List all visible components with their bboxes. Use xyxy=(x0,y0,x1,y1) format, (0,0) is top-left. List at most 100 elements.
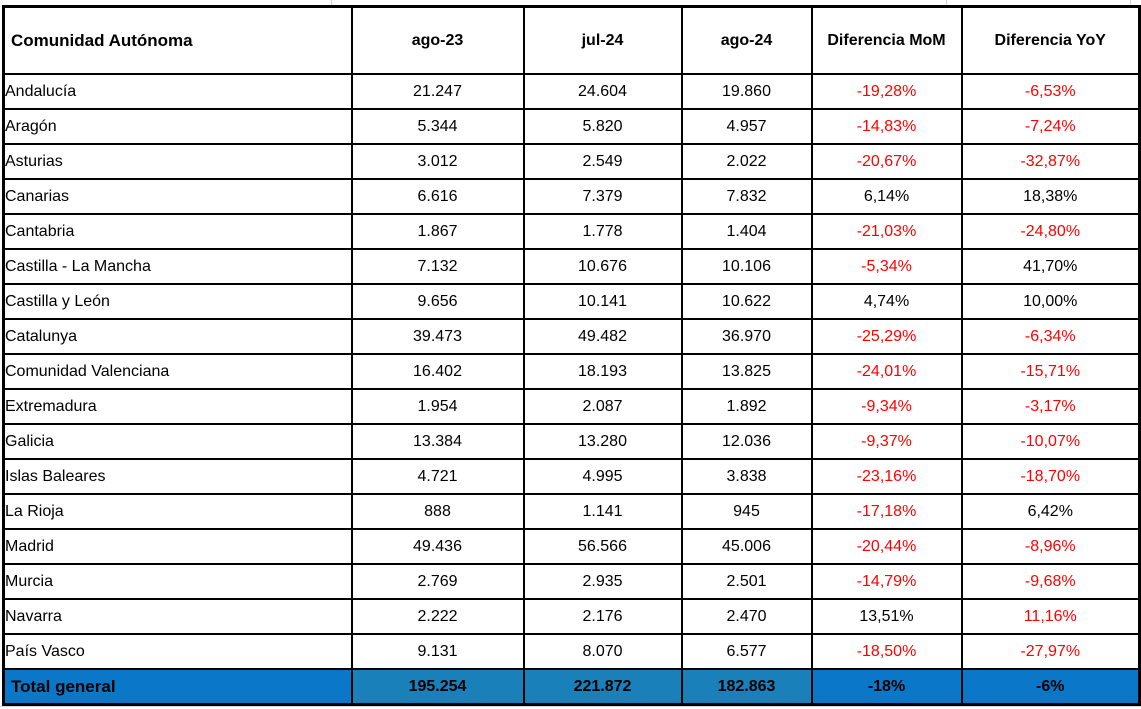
value-cell[interactable]: 2.222 xyxy=(350,598,525,635)
header-jul24[interactable]: jul-24 xyxy=(522,5,683,75)
value-cell[interactable]: 1.954 xyxy=(350,388,525,425)
value-cell[interactable]: 8.070 xyxy=(522,633,683,670)
mom-cell[interactable]: -19,28% xyxy=(810,73,963,110)
value-cell[interactable]: 10.676 xyxy=(522,248,683,285)
yoy-cell[interactable]: 41,70% xyxy=(960,248,1141,285)
yoy-cell[interactable]: -7,24% xyxy=(960,108,1141,145)
yoy-cell[interactable]: 6,42% xyxy=(960,493,1141,530)
value-cell[interactable]: 10.141 xyxy=(522,283,683,320)
total-label-cell[interactable]: Total general xyxy=(2,668,353,706)
region-cell[interactable]: Andalucía xyxy=(2,73,353,110)
value-cell[interactable]: 2.176 xyxy=(522,598,683,635)
yoy-cell[interactable]: -18,70% xyxy=(960,458,1141,495)
region-cell[interactable]: La Rioja xyxy=(2,493,353,530)
value-cell[interactable]: 13.280 xyxy=(522,423,683,460)
region-cell[interactable]: Comunidad Valenciana xyxy=(2,353,353,390)
region-cell[interactable]: Castilla y León xyxy=(2,283,353,320)
value-cell[interactable]: 39.473 xyxy=(350,318,525,355)
value-cell[interactable]: 2.501 xyxy=(680,563,813,600)
total-jul24-cell[interactable]: 221.872 xyxy=(522,668,683,706)
value-cell[interactable]: 2.935 xyxy=(522,563,683,600)
region-cell[interactable]: Catalunya xyxy=(2,318,353,355)
value-cell[interactable]: 10.622 xyxy=(680,283,813,320)
total-ago24-cell[interactable]: 182.863 xyxy=(680,668,813,706)
total-ago23-cell[interactable]: 195.254 xyxy=(350,668,525,706)
region-cell[interactable]: Navarra xyxy=(2,598,353,635)
region-cell[interactable]: Aragón xyxy=(2,108,353,145)
region-cell[interactable]: Canarias xyxy=(2,178,353,215)
value-cell[interactable]: 1.867 xyxy=(350,213,525,250)
yoy-cell[interactable]: -24,80% xyxy=(960,213,1141,250)
header-region[interactable]: Comunidad Autónoma xyxy=(2,5,353,75)
yoy-cell[interactable]: -10,07% xyxy=(960,423,1141,460)
value-cell[interactable]: 2.022 xyxy=(680,143,813,180)
value-cell[interactable]: 2.769 xyxy=(350,563,525,600)
value-cell[interactable]: 4.721 xyxy=(350,458,525,495)
value-cell[interactable]: 4.957 xyxy=(680,108,813,145)
yoy-cell[interactable]: -9,68% xyxy=(960,563,1141,600)
mom-cell[interactable]: 6,14% xyxy=(810,178,963,215)
yoy-cell[interactable]: -3,17% xyxy=(960,388,1141,425)
value-cell[interactable]: 9.131 xyxy=(350,633,525,670)
value-cell[interactable]: 3.838 xyxy=(680,458,813,495)
value-cell[interactable]: 10.106 xyxy=(680,248,813,285)
value-cell[interactable]: 2.470 xyxy=(680,598,813,635)
mom-cell[interactable]: -14,79% xyxy=(810,563,963,600)
mom-cell[interactable]: -24,01% xyxy=(810,353,963,390)
mom-cell[interactable]: -17,18% xyxy=(810,493,963,530)
value-cell[interactable]: 6.577 xyxy=(680,633,813,670)
value-cell[interactable]: 19.860 xyxy=(680,73,813,110)
mom-cell[interactable]: -21,03% xyxy=(810,213,963,250)
header-ago24[interactable]: ago-24 xyxy=(680,5,813,75)
yoy-cell[interactable]: -8,96% xyxy=(960,528,1141,565)
region-cell[interactable]: País Vasco xyxy=(2,633,353,670)
value-cell[interactable]: 3.012 xyxy=(350,143,525,180)
yoy-cell[interactable]: 10,00% xyxy=(960,283,1141,320)
mom-cell[interactable]: 13,51% xyxy=(810,598,963,635)
value-cell[interactable]: 49.436 xyxy=(350,528,525,565)
region-cell[interactable]: Extremadura xyxy=(2,388,353,425)
yoy-cell[interactable]: 18,38% xyxy=(960,178,1141,215)
mom-cell[interactable]: 4,74% xyxy=(810,283,963,320)
header-ago23[interactable]: ago-23 xyxy=(350,5,525,75)
mom-cell[interactable]: -9,34% xyxy=(810,388,963,425)
value-cell[interactable]: 2.087 xyxy=(522,388,683,425)
yoy-cell[interactable]: -27,97% xyxy=(960,633,1141,670)
value-cell[interactable]: 49.482 xyxy=(522,318,683,355)
mom-cell[interactable]: -18,50% xyxy=(810,633,963,670)
value-cell[interactable]: 36.970 xyxy=(680,318,813,355)
mom-cell[interactable]: -9,37% xyxy=(810,423,963,460)
value-cell[interactable]: 13.384 xyxy=(350,423,525,460)
region-cell[interactable]: Asturias xyxy=(2,143,353,180)
mom-cell[interactable]: -14,83% xyxy=(810,108,963,145)
value-cell[interactable]: 1.778 xyxy=(522,213,683,250)
mom-cell[interactable]: -23,16% xyxy=(810,458,963,495)
yoy-cell[interactable]: -6,34% xyxy=(960,318,1141,355)
value-cell[interactable]: 6.616 xyxy=(350,178,525,215)
total-yoy-cell[interactable]: -6% xyxy=(960,668,1141,706)
value-cell[interactable]: 24.604 xyxy=(522,73,683,110)
value-cell[interactable]: 5.820 xyxy=(522,108,683,145)
region-cell[interactable]: Islas Baleares xyxy=(2,458,353,495)
value-cell[interactable]: 2.549 xyxy=(522,143,683,180)
value-cell[interactable]: 7.379 xyxy=(522,178,683,215)
value-cell[interactable]: 9.656 xyxy=(350,283,525,320)
value-cell[interactable]: 7.132 xyxy=(350,248,525,285)
yoy-cell[interactable]: -15,71% xyxy=(960,353,1141,390)
mom-cell[interactable]: -20,67% xyxy=(810,143,963,180)
region-cell[interactable]: Madrid xyxy=(2,528,353,565)
value-cell[interactable]: 56.566 xyxy=(522,528,683,565)
header-diferencia-mom[interactable]: Diferencia MoM xyxy=(810,5,963,75)
value-cell[interactable]: 7.832 xyxy=(680,178,813,215)
value-cell[interactable]: 45.006 xyxy=(680,528,813,565)
yoy-cell[interactable]: -32,87% xyxy=(960,143,1141,180)
total-mom-cell[interactable]: -18% xyxy=(810,668,963,706)
value-cell[interactable]: 1.892 xyxy=(680,388,813,425)
region-cell[interactable]: Galicia xyxy=(2,423,353,460)
header-diferencia-yoy[interactable]: Diferencia YoY xyxy=(960,5,1141,75)
value-cell[interactable]: 21.247 xyxy=(350,73,525,110)
value-cell[interactable]: 12.036 xyxy=(680,423,813,460)
yoy-cell[interactable]: -6,53% xyxy=(960,73,1141,110)
value-cell[interactable]: 4.995 xyxy=(522,458,683,495)
value-cell[interactable]: 945 xyxy=(680,493,813,530)
